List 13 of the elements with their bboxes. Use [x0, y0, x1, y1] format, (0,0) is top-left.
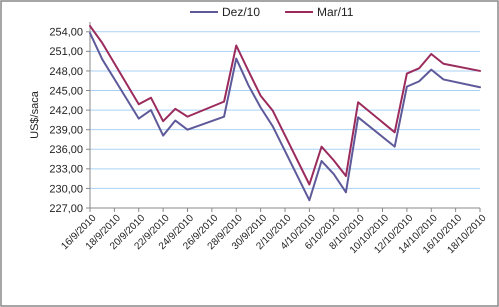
y-tick-label: 227,00 [49, 202, 83, 215]
y-tick-label: 239,00 [49, 124, 83, 137]
y-tick-label: 248,00 [49, 66, 83, 78]
legend-label: Mar/11 [317, 5, 354, 20]
y-axis-title: US$/saca [29, 90, 41, 139]
y-tick-label: 236,00 [49, 144, 83, 156]
y-tick-label: 233,00 [49, 164, 83, 176]
y-tick-label: 230,00 [49, 183, 83, 196]
y-tick-label: 251,00 [49, 46, 83, 58]
y-tick-label: 254,00 [49, 26, 83, 39]
y-tick-label: 242,00 [49, 104, 83, 117]
legend-label: Dez/10 [222, 5, 260, 20]
y-tick-label: 245,00 [49, 85, 83, 98]
